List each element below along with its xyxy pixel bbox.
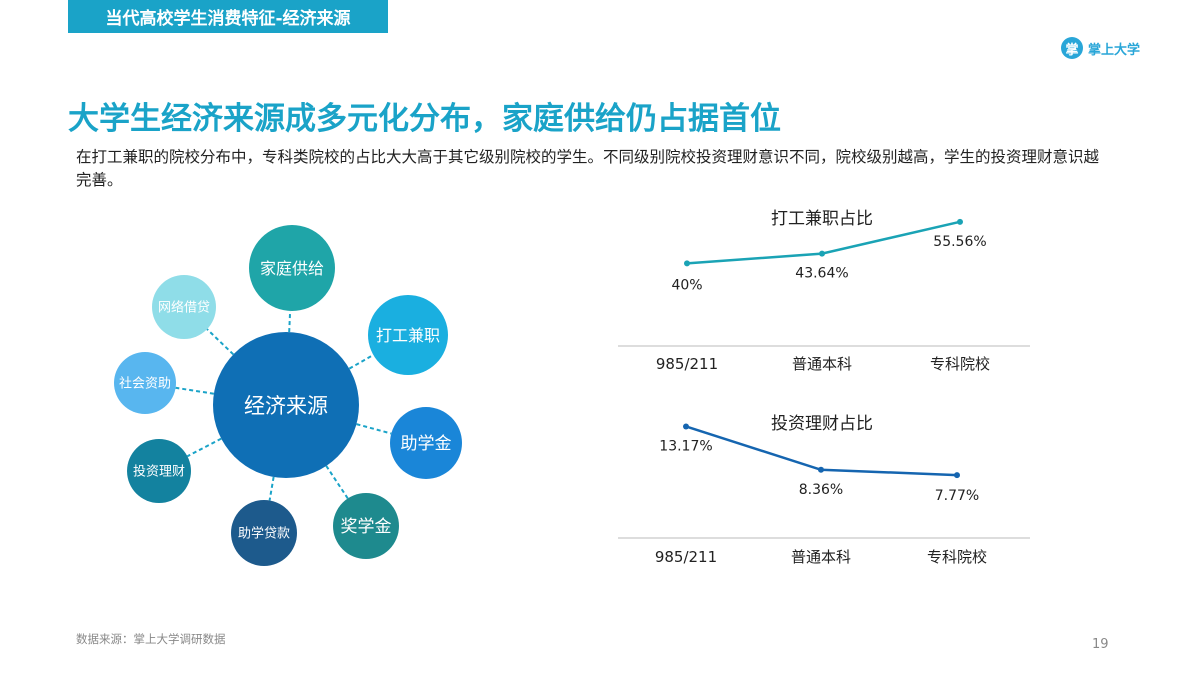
connector-line [206,328,235,356]
source-bubble-label: 助学金 [401,434,452,454]
data-point [683,423,689,430]
page-headline: 大学生经济来源成多元化分布，家庭供给仍占据首位 [68,101,781,137]
data-label: 40% [671,277,702,293]
connector-line [356,423,392,435]
chart-title: 打工兼职占比 [771,209,873,229]
source-bubble [249,225,335,311]
x-tick-label: 985/211 [655,548,717,566]
investment-chart: 投资理财占比 13.17% 8.36% 7.77% 985/211 普通本科 专科院校 [618,414,1030,566]
data-point [819,250,825,257]
source-bubble [368,295,448,375]
data-point [684,260,690,267]
source-bubble [127,439,191,503]
logo-text: 掌上大学 [1087,42,1140,58]
x-tick-label: 普通本科 [792,355,852,373]
center-bubble-label: 经济来源 [244,394,328,418]
logo: 掌 掌上大学 [1060,37,1140,59]
connector-line [186,437,222,458]
data-label: 43.64% [795,266,848,282]
x-tick-label: 普通本科 [791,548,851,566]
source-bubble-label: 助学贷款 [238,526,290,542]
data-source-note: 数据来源：掌上大学调研数据 [76,632,226,646]
x-tick-label: 专科院校 [927,548,987,566]
source-bubble-label: 投资理财 [133,464,185,480]
data-label: 7.77% [935,488,979,504]
source-bubble [152,275,216,339]
source-bubble-label: 打工兼职 [376,326,440,345]
data-point [954,472,960,479]
connector-line [288,310,292,333]
data-label: 13.17% [659,438,712,454]
source-bubble [114,352,176,414]
x-tick-label: 985/211 [656,355,718,373]
center-bubble [213,332,359,478]
connector-line [348,354,374,370]
logo-icon: 掌 [1060,37,1083,59]
data-point [957,218,963,225]
section-title: 当代高校学生消费特征-经济来源 [105,9,351,29]
page-description: 在打工兼职的院校分布中，专科类院校的占比大大高于其它级别院校的学生。不同级别院校… [76,148,1100,189]
data-point [818,466,824,473]
source-bubble-label: 网络借贷 [158,300,210,316]
connector-line [325,465,349,500]
source-bubble-label: 奖学金 [341,517,392,537]
x-tick-label: 专科院校 [930,355,990,373]
source-bubble [231,500,297,566]
source-bubble-label: 社会资助 [119,376,171,392]
chart-title: 投资理财占比 [771,414,873,434]
section-title-bar: 当代高校学生消费特征-经济来源 [68,0,388,33]
source-bubble [390,407,462,479]
data-label: 8.36% [799,482,843,498]
source-bubble [333,493,399,559]
parttime-chart: 打工兼职占比 40% 43.64% 55.56% 985/211 普通本科 专科院校 [618,209,1030,373]
data-label: 55.56% [933,234,986,250]
connector-line [268,476,275,501]
page-number: 19 [1092,637,1109,652]
connector-line [175,386,215,395]
source-bubble-label: 家庭供给 [260,259,324,278]
